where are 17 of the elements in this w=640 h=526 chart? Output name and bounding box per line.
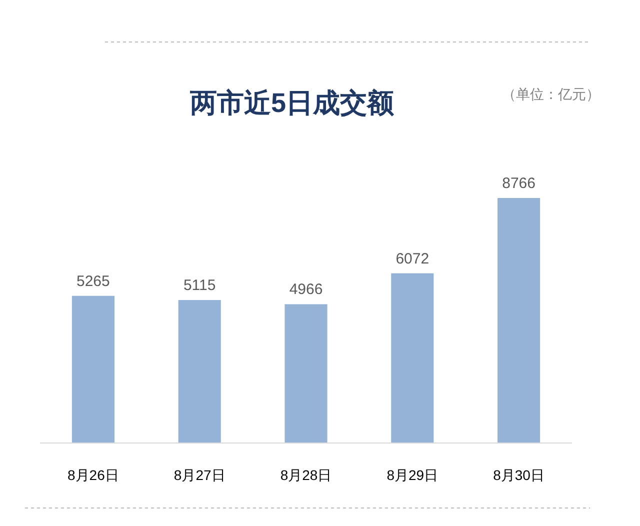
x-tick-label: 8月26日 [68,467,119,483]
data-label: 5115 [183,277,216,294]
chart-title: 两市近5日成交额 [188,88,395,118]
x-tick-label: 8月27日 [174,467,226,483]
data-label: 5265 [76,272,110,290]
x-tick-label: 8月28日 [280,467,332,483]
bar [284,304,328,443]
x-tick-label: 8月29日 [386,467,438,483]
bar [498,198,540,443]
bar [391,273,434,443]
x-tick-label: 8月30日 [493,467,544,483]
text: （单位：亿元） [502,86,600,102]
data-label: 4966 [289,281,323,298]
bar [178,300,221,443]
data-label: 6072 [396,250,430,268]
bar [72,296,114,443]
data-label: 8766 [502,175,536,192]
